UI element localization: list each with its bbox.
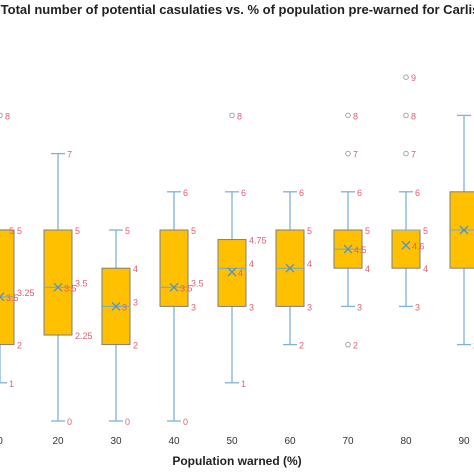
box-60-median-label: 4 bbox=[307, 259, 312, 269]
box-60-whisker-low-label: 2 bbox=[299, 341, 304, 351]
box-70-mean-marker bbox=[343, 244, 353, 254]
box-70-outlier-label-0: 8 bbox=[353, 111, 358, 121]
box-40-mean-marker bbox=[169, 282, 179, 292]
box-80-whisker-high-label: 6 bbox=[415, 188, 420, 198]
box-10-whisker-low-label: 1 bbox=[9, 379, 14, 389]
x-tick-label-40: 40 bbox=[168, 436, 180, 447]
box-40-whisker-high-label: 6 bbox=[183, 188, 188, 198]
box-50-outlier-0 bbox=[229, 112, 235, 119]
box-10-mean-marker bbox=[0, 292, 5, 302]
box-20-whisker-high-label: 7 bbox=[67, 150, 72, 160]
box-50-mean-label: 4 bbox=[238, 268, 243, 278]
box-20-q3-label: 5 bbox=[75, 226, 80, 236]
x-tick-label-30: 30 bbox=[110, 436, 122, 447]
box-20-q1-label: 2.25 bbox=[75, 331, 93, 341]
box-10-mean-label: 3.5 bbox=[6, 293, 19, 303]
box-40-q3-label: 5 bbox=[191, 226, 196, 236]
box-60-q3-label: 5 bbox=[307, 226, 312, 236]
box-50-q1-label: 3 bbox=[249, 302, 254, 312]
box-70-outlier-label-1: 7 bbox=[353, 150, 358, 160]
box-70-outlier-0 bbox=[345, 112, 351, 119]
box-40-q1-label: 3 bbox=[191, 302, 196, 312]
box-80-outlier-0 bbox=[403, 74, 409, 80]
box-70-mean-label: 4.5 bbox=[354, 245, 367, 255]
box-80-rect bbox=[391, 229, 421, 269]
box-80-mean-label: 4.6 bbox=[412, 241, 425, 251]
box-30-mean-marker bbox=[111, 301, 121, 311]
box-50-median-label: 4 bbox=[249, 259, 254, 269]
box-70-q3-label: 5 bbox=[365, 226, 370, 236]
x-tick-label-50: 50 bbox=[226, 436, 238, 447]
box-80-outlier-label-1: 8 bbox=[411, 111, 416, 121]
box-10-outlier-label-0: 8 bbox=[5, 111, 10, 121]
box-10-rect bbox=[0, 229, 15, 346]
box-80-outlier-label-2: 7 bbox=[411, 150, 416, 160]
box-20-mean-label: 3.5 bbox=[64, 283, 77, 293]
x-tick-label-20: 20 bbox=[52, 436, 64, 447]
box-40-whisker-low-label: 0 bbox=[183, 417, 188, 427]
box-10-whisker-high-label: 5 bbox=[9, 226, 14, 236]
box-10-median-label: 3.25 bbox=[17, 288, 35, 298]
box-80-mean-marker bbox=[401, 240, 411, 250]
box-30-mean-label: 3 bbox=[122, 302, 127, 312]
box-10-q1-label: 2 bbox=[17, 341, 22, 351]
x-tick-label-90: 90 bbox=[458, 436, 470, 447]
box-70-whisker-high-label: 6 bbox=[357, 188, 362, 198]
box-30-q1-label: 2 bbox=[133, 341, 138, 351]
box-80-whisker-low-label: 3 bbox=[415, 302, 420, 312]
box-90-mean-marker bbox=[459, 225, 469, 235]
box-80-outlier-2 bbox=[403, 150, 409, 157]
box-40-rect bbox=[159, 229, 189, 307]
chart-title: Total number of potential casulaties vs.… bbox=[0, 2, 474, 17]
box-30-median-label: 3 bbox=[133, 297, 138, 307]
box-50-rect bbox=[217, 239, 247, 307]
box-80-q3-label: 5 bbox=[423, 226, 428, 236]
box-40-median-label: 3.5 bbox=[191, 278, 204, 288]
box-70-outlier-label-2: 2 bbox=[353, 341, 358, 351]
x-axis-label: Population warned (%) bbox=[172, 454, 302, 468]
box-70-outlier-1 bbox=[345, 150, 351, 157]
box-60-whisker-high-label: 6 bbox=[299, 188, 304, 198]
box-60-mean-marker bbox=[285, 263, 295, 273]
box-20-median-label: 3.5 bbox=[75, 278, 88, 288]
box-80-outlier-1 bbox=[403, 112, 409, 119]
x-tick-label-10: 0 bbox=[0, 436, 3, 447]
box-80-outlier-label-0: 9 bbox=[411, 73, 416, 83]
box-50-outlier-label-0: 8 bbox=[237, 111, 242, 121]
box-30-whisker-low-label: 0 bbox=[125, 417, 130, 427]
box-50-whisker-low-label: 1 bbox=[241, 379, 246, 389]
box-30-q3-label: 4 bbox=[133, 264, 138, 274]
box-10-outlier-0 bbox=[0, 112, 3, 119]
box-40-mean-label: 3.5 bbox=[180, 283, 193, 293]
x-tick-label-70: 70 bbox=[342, 436, 354, 447]
box-50-q3-label: 4.75 bbox=[249, 236, 267, 246]
box-70-q1-label: 4 bbox=[365, 264, 370, 274]
box-20-mean-marker bbox=[53, 282, 63, 292]
box-30-whisker-high-label: 5 bbox=[125, 226, 130, 236]
x-tick-label-60: 60 bbox=[284, 436, 296, 447]
x-tick-label-80: 80 bbox=[400, 436, 412, 447]
box-50-mean-marker bbox=[227, 267, 237, 277]
box-20-rect bbox=[43, 229, 73, 336]
box-60-q1-label: 3 bbox=[307, 302, 312, 312]
box-10-q3-label: 5 bbox=[17, 226, 22, 236]
box-80-q1-label: 4 bbox=[423, 264, 428, 274]
box-50-whisker-high-label: 6 bbox=[241, 188, 246, 198]
box-70-outlier-2 bbox=[345, 341, 351, 348]
box-20-whisker-low-label: 0 bbox=[67, 417, 72, 427]
box-70-whisker-low-label: 3 bbox=[357, 302, 362, 312]
